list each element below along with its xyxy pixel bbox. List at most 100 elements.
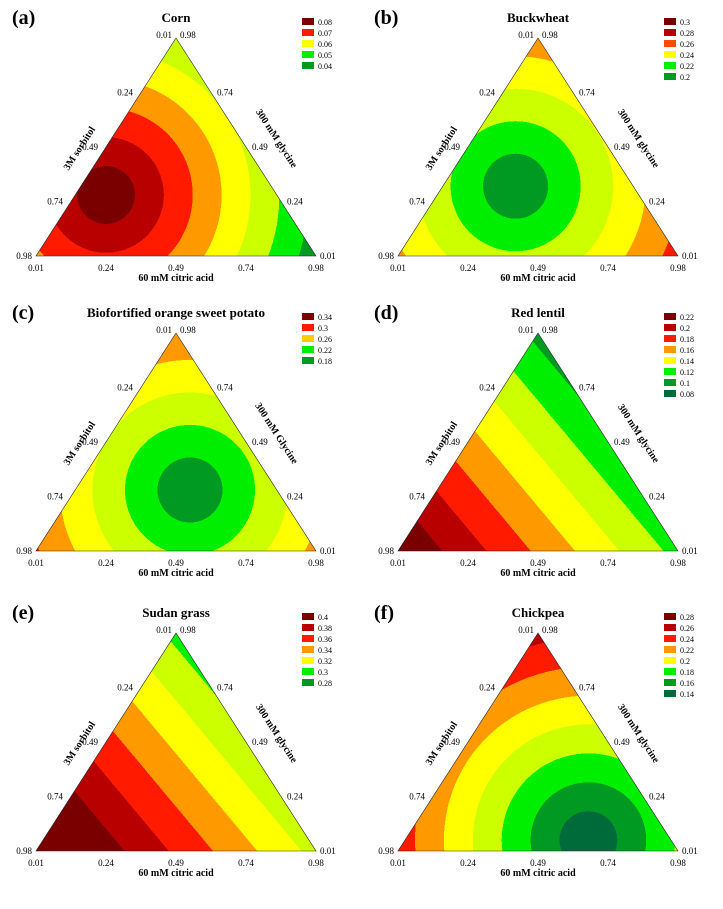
legend-label: 0.34	[318, 313, 332, 322]
bottom-axis-title: 60 mM citric acid	[500, 273, 576, 284]
legend-swatch	[664, 635, 676, 642]
bottom-tick-label: 0.49	[168, 558, 184, 568]
legend-swatch	[302, 313, 314, 320]
right-tick-label: 0.49	[614, 142, 630, 152]
legend-swatch	[302, 62, 314, 69]
right-tick-label: 0.01	[682, 546, 698, 556]
bottom-tick-label: 0.24	[98, 263, 114, 273]
legend-label: 0.06	[318, 40, 332, 49]
right-tick-label: 0.49	[614, 437, 630, 447]
right-tick-label: 0.74	[217, 383, 233, 393]
right-tick-label: 0.74	[579, 383, 595, 393]
legend-swatch	[664, 18, 676, 25]
legend-swatch	[664, 313, 676, 320]
panel-letter: (a)	[12, 7, 35, 29]
bottom-tick-label: 0.01	[390, 858, 406, 868]
right-tick-label: 0.98	[180, 30, 196, 40]
legend-label: 0.07	[318, 29, 332, 38]
bottom-tick-label: 0.49	[530, 858, 546, 868]
legend: 0.34 0.3 0.26 0.22 0.18	[302, 313, 332, 366]
legend-label: 0.28	[680, 613, 694, 622]
bottom-axis-title: 60 mM citric acid	[138, 568, 214, 579]
legend-swatch	[664, 390, 676, 397]
left-tick-label: 0.74	[47, 197, 63, 207]
bottom-tick-label: 0.01	[390, 263, 406, 273]
right-tick-label: 0.01	[320, 546, 336, 556]
legend-label: 0.4	[318, 613, 328, 622]
left-tick-label: 0.74	[409, 197, 425, 207]
bottom-axis-title: 60 mM citric acid	[500, 868, 576, 879]
right-tick-label: 0.98	[180, 625, 196, 635]
bottom-tick-label: 0.74	[238, 263, 254, 273]
ternary-surface	[35, 332, 317, 552]
bottom-tick-label: 0.74	[238, 858, 254, 868]
right-axis-title: 300 mM glycine	[615, 402, 661, 465]
right-tick-label: 0.49	[252, 437, 268, 447]
legend-label: 0.32	[318, 657, 332, 666]
left-tick-label: 0.98	[16, 546, 32, 556]
legend-swatch	[302, 346, 314, 353]
right-tick-label: 0.49	[252, 737, 268, 747]
legend-swatch	[302, 646, 314, 653]
bottom-tick-label: 0.98	[308, 858, 324, 868]
bottom-tick-label: 0.24	[460, 858, 476, 868]
bottom-tick-label: 0.74	[238, 558, 254, 568]
legend-label: 0.04	[318, 62, 332, 71]
panel-title: Buckwheat	[507, 10, 570, 25]
legend-swatch	[302, 357, 314, 364]
bottom-tick-label: 0.01	[28, 558, 44, 568]
legend-label: 0.2	[680, 324, 690, 333]
legend-swatch	[302, 29, 314, 36]
bottom-tick-label: 0.98	[308, 558, 324, 568]
left-tick-label: 0.49	[82, 737, 98, 747]
panel-letter: (f)	[374, 602, 394, 624]
legend-label: 0.18	[318, 357, 332, 366]
legend-label: 0.22	[680, 646, 694, 655]
bottom-tick-label: 0.24	[98, 558, 114, 568]
left-tick-label: 0.98	[378, 546, 394, 556]
legend-label: 0.28	[318, 679, 332, 688]
left-tick-label: 0.24	[479, 88, 495, 98]
left-tick-label: 0.98	[16, 846, 32, 856]
right-axis-title: 300 mM glycine	[253, 702, 299, 765]
legend-swatch	[302, 624, 314, 631]
legend-swatch	[664, 624, 676, 631]
panel-letter: (e)	[12, 602, 34, 624]
left-tick-label: 0.01	[518, 325, 534, 335]
right-axis-title: 300 mM glycine	[615, 107, 661, 170]
legend-label: 0.1	[680, 379, 690, 388]
legend-label: 0.08	[318, 18, 332, 27]
panel-letter: (c)	[12, 302, 34, 324]
legend-label: 0.38	[318, 624, 332, 633]
left-tick-label: 0.74	[47, 492, 63, 502]
right-tick-label: 0.24	[287, 492, 303, 502]
legend-swatch	[302, 657, 314, 664]
legend-label: 0.24	[680, 51, 694, 60]
legend-label: 0.22	[680, 62, 694, 71]
legend-swatch	[302, 679, 314, 686]
right-tick-label: 0.74	[579, 88, 595, 98]
bottom-tick-label: 0.49	[530, 263, 546, 273]
left-tick-label: 0.01	[518, 30, 534, 40]
legend-label: 0.28	[680, 29, 694, 38]
legend-label: 0.14	[680, 690, 694, 699]
legend-swatch	[664, 613, 676, 620]
left-tick-label: 0.24	[117, 88, 133, 98]
bottom-tick-label: 0.98	[670, 263, 686, 273]
legend-swatch	[302, 51, 314, 58]
ternary-surface	[35, 37, 317, 257]
legend-swatch	[664, 668, 676, 675]
panel-0: (a) Corn 0.01 0.24 0.49 0.74 0.98 0.98 0.74 0.49 0…	[12, 7, 336, 284]
right-tick-label: 0.01	[682, 846, 698, 856]
ternary-surface	[397, 37, 679, 257]
panel-letter: (b)	[374, 7, 398, 29]
right-tick-label: 0.98	[542, 625, 558, 635]
legend-swatch	[664, 73, 676, 80]
left-tick-label: 0.98	[378, 846, 394, 856]
right-tick-label: 0.49	[614, 737, 630, 747]
panel-title: Chickpea	[512, 605, 565, 620]
legend-label: 0.18	[680, 335, 694, 344]
legend-swatch	[302, 40, 314, 47]
legend-swatch	[664, 29, 676, 36]
bottom-axis-title: 60 mM citric acid	[138, 868, 214, 879]
